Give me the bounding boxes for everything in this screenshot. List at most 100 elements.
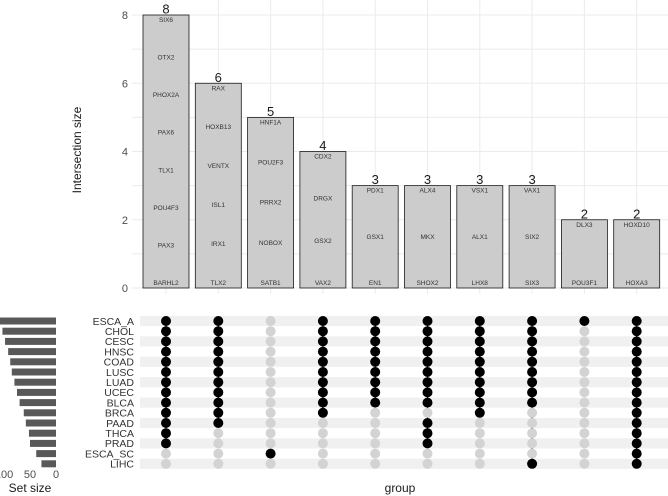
gene-label: ISL1 [212, 202, 226, 209]
matrix-dot-filled [370, 336, 381, 347]
gene-label: NOBOX [259, 240, 283, 247]
matrix-dot-filled [265, 448, 276, 459]
y-tick-label: 4 [122, 147, 128, 159]
matrix-dot-empty [370, 407, 381, 418]
gene-label: SATB1 [261, 280, 281, 287]
matrix-dot-filled [161, 438, 171, 449]
matrix-dot-empty [579, 387, 590, 398]
matrix-dot-filled [474, 397, 485, 408]
y-tick-label: 6 [122, 78, 128, 90]
matrix-dot-filled [161, 367, 171, 377]
matrix-dot-filled [370, 397, 381, 408]
matrix-dot-filled [422, 326, 433, 337]
matrix-dot-filled [213, 418, 224, 428]
matrix-dot-filled [213, 336, 224, 347]
matrix-dot-filled [422, 346, 433, 357]
set-label: THCA [105, 428, 134, 440]
matrix-dot-filled [527, 458, 538, 469]
matrix-dot-empty [579, 458, 590, 469]
set-label: PRAD [105, 438, 135, 450]
matrix-stripe [140, 336, 668, 347]
set-size-bar [10, 358, 57, 366]
gene-label: RAX [212, 85, 226, 92]
matrix-dot-empty [265, 367, 276, 377]
matrix-dot-filled [317, 377, 328, 388]
matrix-dot-filled [631, 316, 642, 326]
y-axis: 0 2 4 6 8 [122, 10, 128, 295]
matrix-dot-empty [161, 458, 171, 469]
matrix-dot-empty [265, 387, 276, 398]
gene-label: ALX1 [472, 234, 488, 241]
matrix-dot-empty [579, 438, 590, 449]
gene-label: HOXA3 [626, 280, 648, 287]
gene-label: SIX2 [525, 234, 539, 241]
matrix-dot-filled [631, 397, 642, 408]
set-size-bar [23, 409, 56, 417]
matrix-dot-filled [579, 316, 590, 326]
matrix-dot-empty [265, 458, 276, 469]
matrix-dot-filled [370, 367, 381, 377]
gene-label: HOXB13 [205, 124, 231, 131]
matrix-dot-filled [161, 397, 171, 408]
set-label: ESCA_A [93, 316, 134, 328]
matrix-dot-filled [474, 316, 485, 326]
gene-label: DRGX [314, 196, 333, 203]
set-size-bar [19, 399, 57, 407]
matrix-dot-empty [370, 458, 381, 469]
matrix-dot-filled [422, 387, 433, 398]
matrix-dot-filled [474, 336, 485, 347]
matrix-dot-empty [317, 428, 328, 439]
matrix-dot-empty [474, 428, 485, 439]
matrix-dot-filled [631, 336, 642, 347]
set-size-bar [14, 378, 56, 386]
matrix-dot-filled [422, 367, 433, 377]
matrix-dot-filled [631, 377, 642, 388]
gene-label: SIX6 [159, 17, 173, 24]
gene-label: TLX1 [158, 167, 174, 174]
gene-label: GSX2 [314, 238, 332, 245]
gene-label: SIX3 [525, 280, 539, 287]
matrix-dot-filled [213, 367, 224, 377]
matrix-dot-filled [527, 377, 538, 388]
set-label: CESC [105, 336, 135, 348]
gene-label: EN1 [369, 280, 382, 287]
intersection-bar [561, 219, 608, 289]
set-size-title: Set size [9, 481, 52, 495]
matrix-dot-filled [370, 387, 381, 398]
matrix-dot-empty [527, 418, 538, 428]
matrix-dot-empty [474, 418, 485, 428]
gene-label: CDX2 [314, 154, 332, 161]
intersection-count-label: 3 [372, 172, 379, 187]
gene-label: MKX [420, 234, 435, 241]
gene-label: ALX4 [420, 188, 436, 195]
matrix-dot-filled [422, 428, 433, 439]
matrix-dot-empty [527, 407, 538, 418]
set-size-bar [41, 460, 56, 468]
matrix-dot-filled [527, 356, 538, 367]
intersection-count-label: 3 [528, 172, 535, 187]
set-label: ESCA_SC [85, 448, 134, 460]
matrix-dot-filled [161, 387, 171, 398]
gene-label: DLX3 [576, 222, 593, 229]
matrix-dot-empty [265, 326, 276, 337]
matrix-dot-filled [213, 397, 224, 408]
matrix-dot-empty [265, 356, 276, 367]
matrix-stripes [140, 315, 668, 469]
matrix-dot-filled [317, 407, 328, 418]
matrix-stripe [140, 315, 668, 327]
intersection-count-label: 5 [267, 104, 274, 119]
matrix-dot-filled [161, 336, 171, 347]
matrix-dot-empty [579, 448, 590, 459]
gene-label: PHOX2A [153, 92, 180, 99]
intersection-bar [404, 185, 451, 289]
set-labels: ESCA_ACHOLCESCHNSCCOADLUSCLUADUCECBLCABR… [85, 316, 134, 471]
matrix-dot-empty [265, 336, 276, 347]
matrix-dot-empty [527, 428, 538, 439]
intersection-bar [299, 151, 347, 289]
matrix-dot-filled [631, 418, 642, 428]
matrix-dot-empty [265, 377, 276, 388]
matrix-dot-empty [265, 418, 276, 428]
gene-label: PDX1 [367, 188, 384, 195]
